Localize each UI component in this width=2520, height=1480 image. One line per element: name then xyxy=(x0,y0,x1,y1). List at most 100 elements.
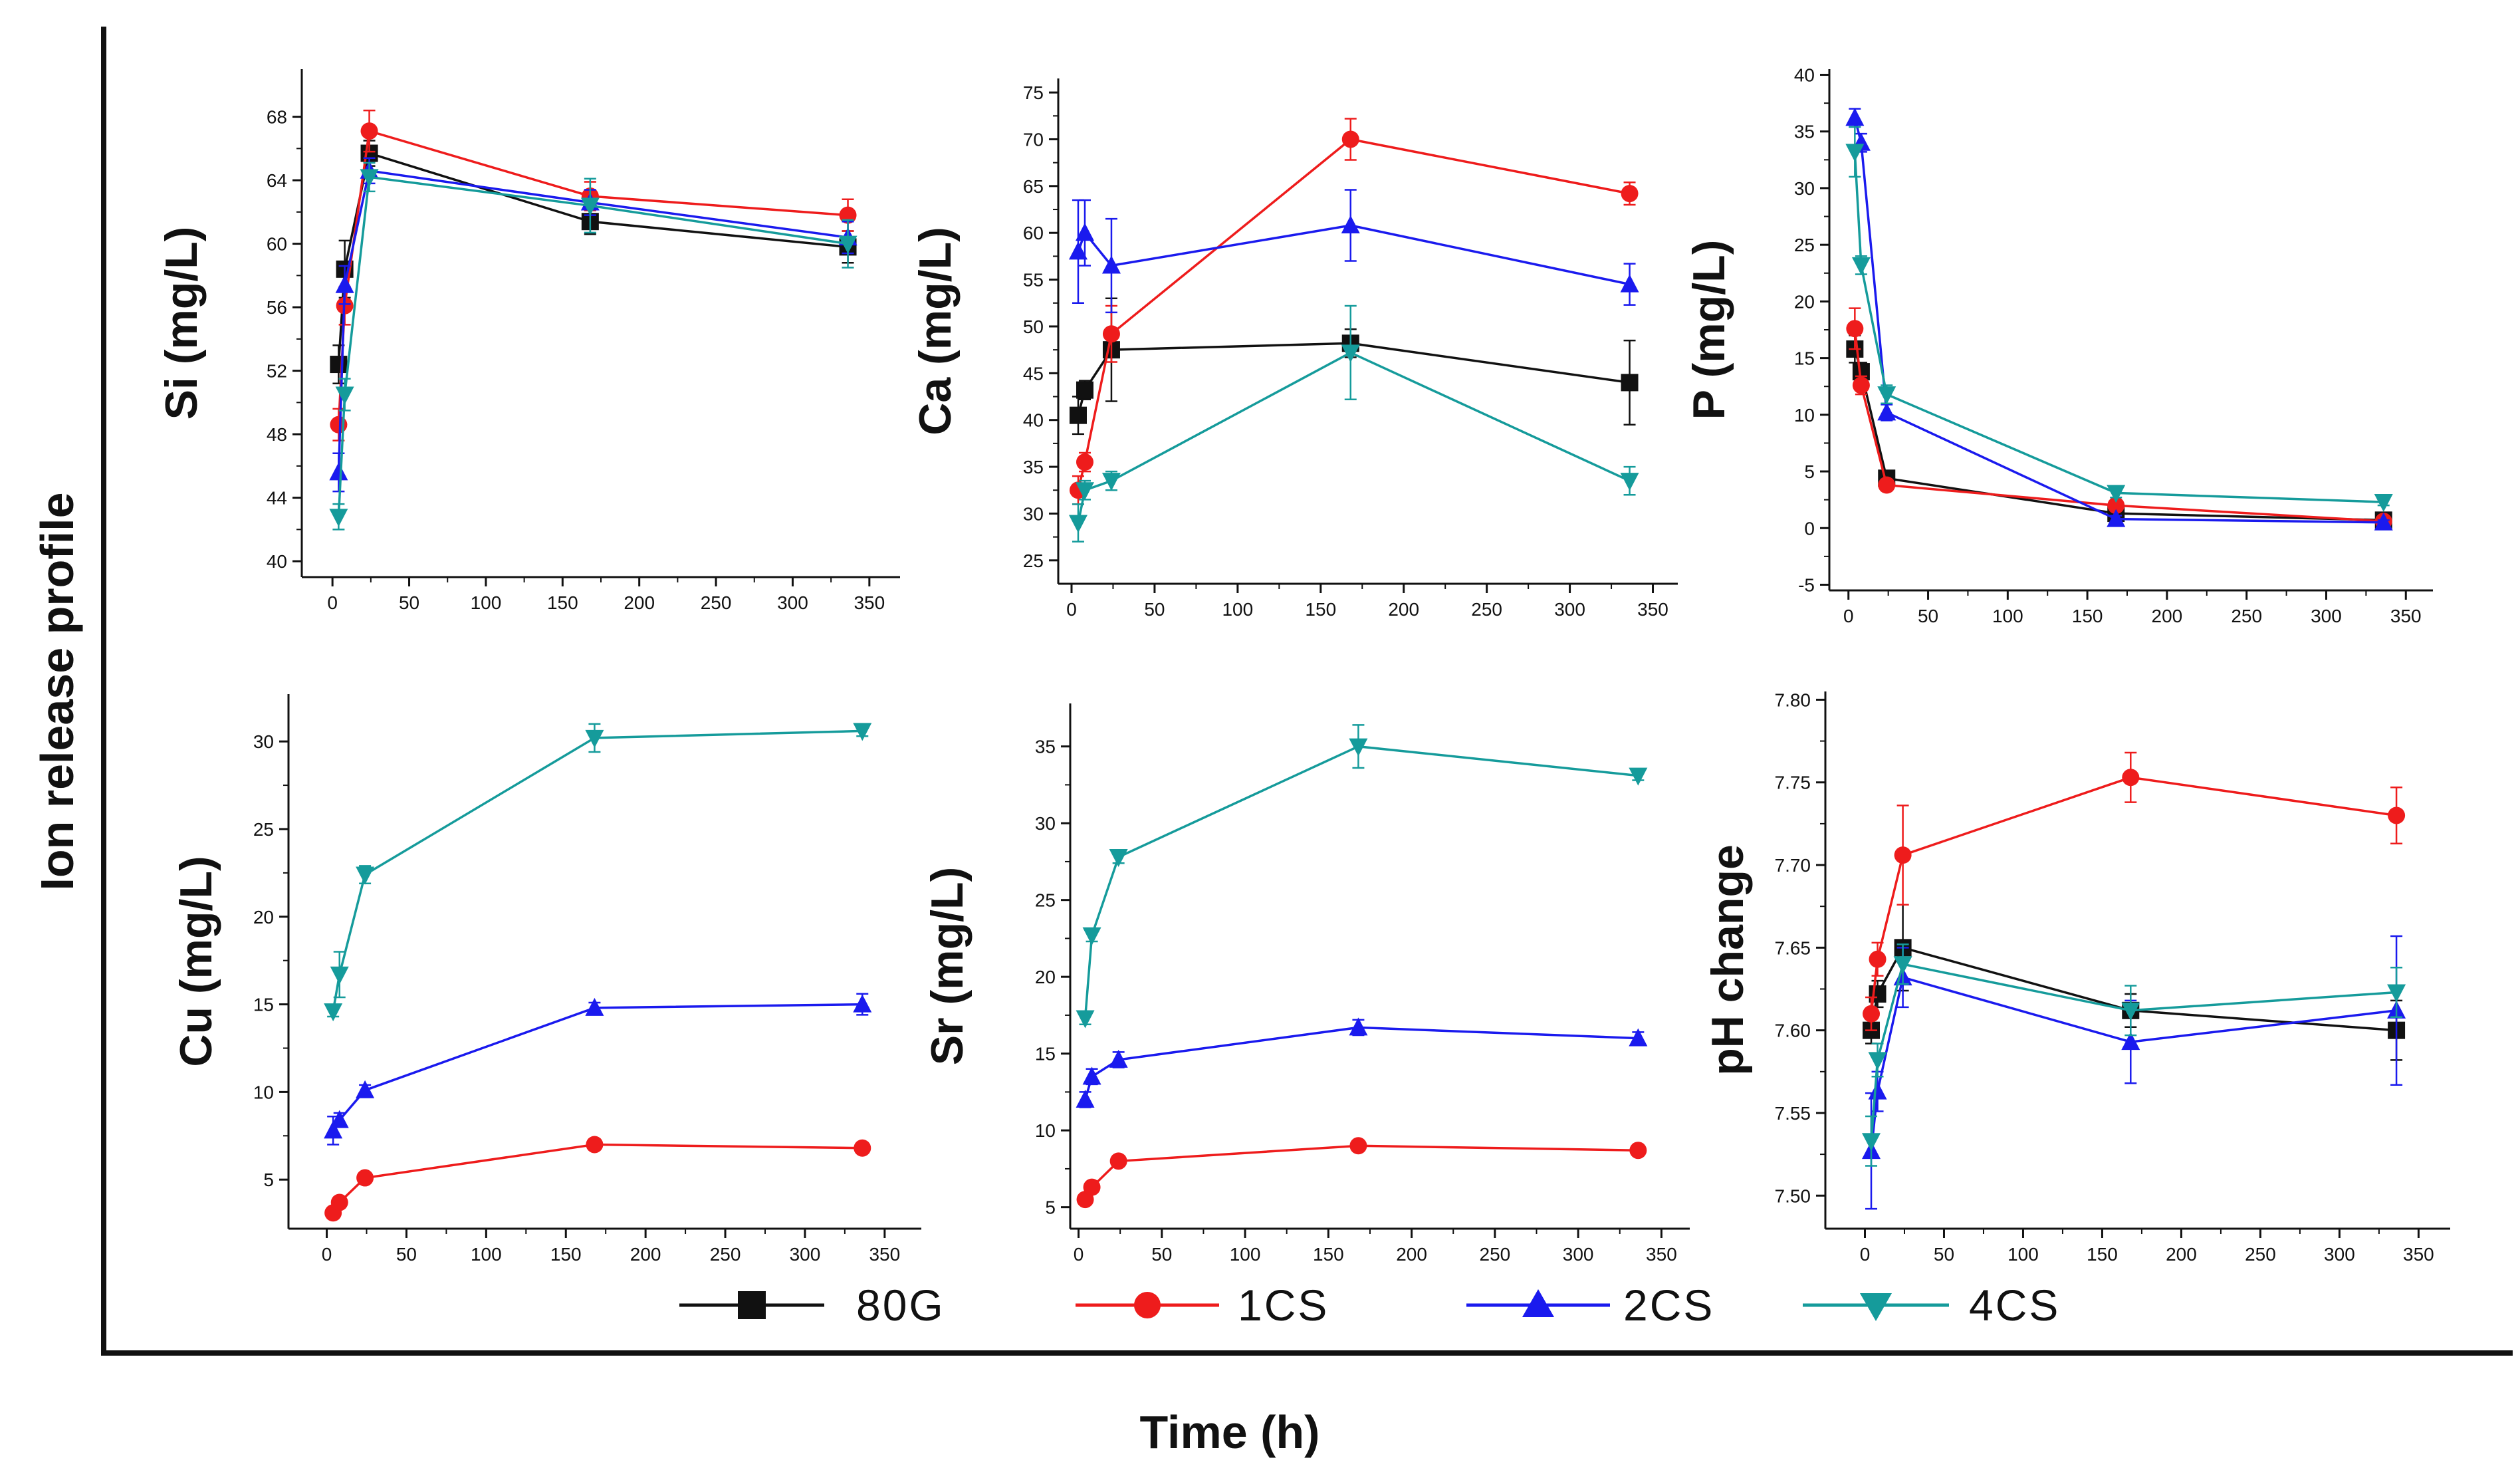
legend-label-80g: 80G xyxy=(856,1281,945,1330)
ph-line-1cs xyxy=(1870,776,2397,1015)
cu-point-2cs xyxy=(585,997,604,1016)
ca-point-4cs xyxy=(1620,473,1639,491)
legend-label-4cs: 4CS xyxy=(1969,1281,2060,1330)
cu-series-4cs xyxy=(324,723,872,1022)
cu-x-tick-label: 50 xyxy=(396,1244,417,1265)
sr-line-4cs xyxy=(1084,745,1639,1019)
p-point-4cs xyxy=(1851,257,1871,275)
ca-x-tick-label: 250 xyxy=(1471,599,1502,620)
ph-y-tick-label: 7.55 xyxy=(1775,1103,1811,1124)
ph-point-2cs xyxy=(1868,1081,1887,1100)
ph-series-1cs xyxy=(1863,751,2406,1031)
si-x-tick-label: 350 xyxy=(854,592,885,613)
si-y-tick-label: 44 xyxy=(267,488,287,509)
panel-si: 0 50 100 150 200 250 300 350 40 44 48 52 56 60 64 68 Si … xyxy=(156,69,900,613)
cu-x-tick-label: 300 xyxy=(790,1244,821,1265)
si-point-4cs xyxy=(329,509,348,527)
sr-x-tick-label: 200 xyxy=(1396,1244,1427,1265)
ca-point-4cs xyxy=(1101,473,1121,491)
legend-marker-80g xyxy=(738,1291,766,1319)
cu-point-4cs xyxy=(324,1003,343,1022)
si-y-label: Si (mg/L) xyxy=(156,227,207,420)
sr-point-2cs xyxy=(1082,1066,1101,1085)
ca-y-tick-label: 75 xyxy=(1023,82,1044,103)
si-y-tick-label: 60 xyxy=(267,234,287,255)
p-y-tick-label: 10 xyxy=(1794,405,1815,426)
ph-series-2cs xyxy=(1862,935,2406,1210)
ca-point-80g xyxy=(1076,381,1093,399)
p-y-tick-label: 30 xyxy=(1794,178,1815,199)
p-x-tick-label: 150 xyxy=(2072,606,2103,626)
ph-point-1cs xyxy=(1869,950,1887,968)
ca-x-tick-label: 0 xyxy=(1066,599,1077,620)
outer-x-title: Time (h) xyxy=(1140,1406,1320,1458)
ph-x-tick-label: 250 xyxy=(2245,1244,2276,1265)
sr-y-tick-label: 10 xyxy=(1035,1120,1056,1141)
cu-x-tick-label: 250 xyxy=(710,1244,741,1265)
p-point-1cs xyxy=(1846,320,1864,338)
cu-point-2cs xyxy=(853,994,872,1013)
si-x-tick-label: 250 xyxy=(701,592,732,613)
ph-point-4cs xyxy=(1862,1133,1881,1152)
p-y-tick-label: 20 xyxy=(1794,291,1815,312)
ph-x-tick-label: 50 xyxy=(1934,1244,1954,1265)
ca-y-tick-label: 35 xyxy=(1023,457,1044,477)
cu-x-tick-label: 0 xyxy=(322,1244,332,1265)
ca-y-tick-label: 70 xyxy=(1023,129,1044,150)
si-line-1cs xyxy=(337,129,848,425)
si-x-tick-label: 0 xyxy=(327,592,338,613)
cu-y-label: Cu (mg/L) xyxy=(171,856,221,1066)
ca-line-4cs xyxy=(1077,351,1631,523)
panel-sr: 0 50 100 150 200 250 300 350 5 10 15 20 25 30 35 Sr (mg… xyxy=(922,703,1690,1265)
p-point-2cs xyxy=(1845,108,1865,126)
p-point-2cs xyxy=(2374,512,2393,531)
outer-y-title: Ion release profile xyxy=(31,492,83,890)
ca-x-tick-label: 350 xyxy=(1637,599,1668,620)
cu-x-tick-label: 150 xyxy=(550,1244,582,1265)
si-point-4cs xyxy=(580,197,600,216)
cu-point-2cs xyxy=(324,1120,343,1139)
sr-point-4cs xyxy=(1629,767,1648,786)
sr-point-1cs xyxy=(1109,1152,1127,1170)
p-x-tick-label: 50 xyxy=(1918,606,1938,626)
si-y-tick-label: 64 xyxy=(267,170,287,191)
legend: 80G 1CS 2CS 4CS xyxy=(679,1281,2060,1330)
cu-point-1cs xyxy=(854,1139,871,1157)
ph-point-4cs xyxy=(1868,1052,1887,1070)
ca-point-2cs xyxy=(1101,255,1121,274)
ca-series-2cs xyxy=(1068,189,1639,314)
sr-point-2cs xyxy=(1349,1017,1368,1036)
si-point-2cs xyxy=(329,462,348,481)
ca-y-tick-label: 55 xyxy=(1023,270,1044,291)
cu-x-tick-label: 350 xyxy=(869,1244,900,1265)
ph-x-tick-label: 0 xyxy=(1860,1244,1871,1265)
ca-y-tick-label: 25 xyxy=(1023,551,1044,571)
si-line-80g xyxy=(337,152,848,365)
p-x-tick-label: 100 xyxy=(1992,606,2023,626)
sr-series-1cs xyxy=(1076,1137,1647,1209)
si-y-tick-label: 52 xyxy=(267,361,287,382)
sr-y-tick-label: 5 xyxy=(1045,1197,1056,1218)
ca-point-2cs xyxy=(1620,274,1639,293)
cu-y-tick-label: 25 xyxy=(253,819,274,840)
sr-y-tick-label: 35 xyxy=(1035,737,1056,757)
sr-point-4cs xyxy=(1082,927,1101,945)
ca-point-4cs xyxy=(1341,344,1360,363)
ph-point-1cs xyxy=(1894,846,1912,864)
ph-y-label: pH change xyxy=(1702,844,1753,1076)
p-x-tick-label: 0 xyxy=(1843,606,1854,626)
sr-x-tick-label: 300 xyxy=(1563,1244,1594,1265)
legend-item-2cs: 2CS xyxy=(1466,1281,1712,1330)
ca-x-tick-label: 50 xyxy=(1144,599,1165,620)
p-point-1cs xyxy=(1878,476,1896,494)
ca-point-4cs xyxy=(1068,515,1088,533)
sr-point-1cs xyxy=(1629,1142,1647,1160)
cu-x-tick-label: 100 xyxy=(471,1244,502,1265)
si-point-4cs xyxy=(838,235,858,254)
ca-point-80g xyxy=(1069,406,1087,424)
ph-y-tick-label: 7.75 xyxy=(1775,773,1811,793)
ph-series-4cs xyxy=(1862,943,2406,1167)
legend-marker-4cs xyxy=(1860,1293,1892,1321)
ca-line-2cs xyxy=(1077,224,1630,286)
si-x-tick-label: 150 xyxy=(547,592,578,613)
